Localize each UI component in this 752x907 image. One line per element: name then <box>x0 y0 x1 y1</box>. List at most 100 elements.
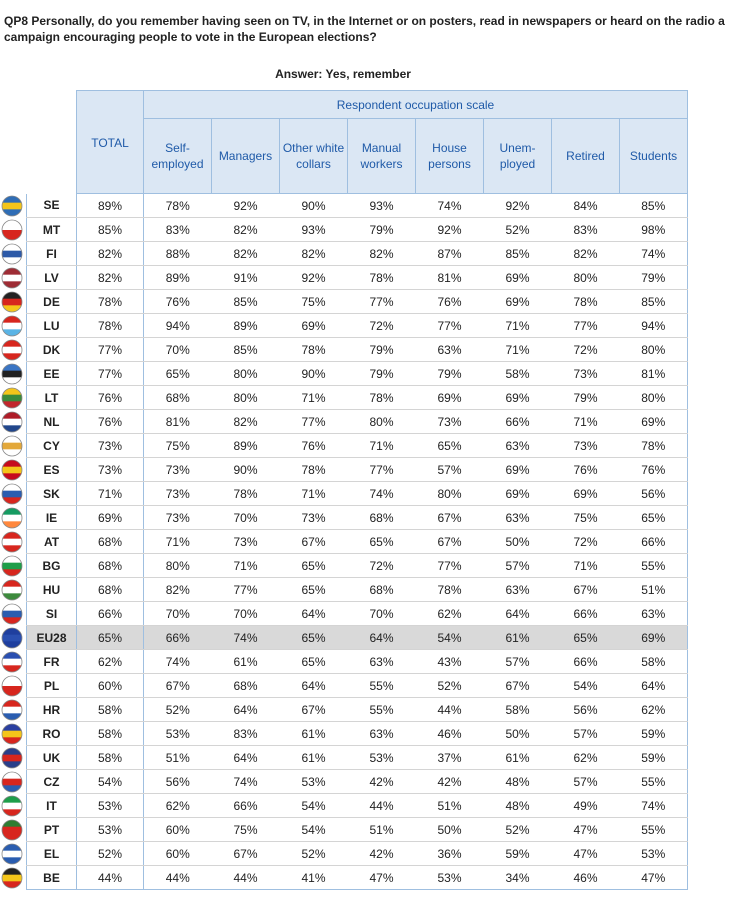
total-cell: 54% <box>76 769 144 794</box>
value-cell: 50% <box>483 529 552 554</box>
value-cell: 75% <box>211 817 280 842</box>
country-code: PL <box>26 673 77 698</box>
value-cell: 60% <box>143 817 212 842</box>
value-cell: 53% <box>143 721 212 746</box>
country-code: PT <box>26 817 77 842</box>
value-cell: 81% <box>415 265 484 290</box>
value-cell: 67% <box>211 841 280 866</box>
value-cell: 63% <box>347 649 416 674</box>
country-code: MT <box>26 217 77 242</box>
value-cell: 56% <box>143 769 212 794</box>
value-cell: 55% <box>347 673 416 698</box>
value-cell: 77% <box>415 313 484 338</box>
value-cell: 73% <box>143 505 212 530</box>
value-cell: 94% <box>619 313 688 338</box>
total-cell: 52% <box>76 841 144 866</box>
value-cell: 73% <box>211 529 280 554</box>
value-cell: 63% <box>483 433 552 458</box>
value-cell: 57% <box>551 769 620 794</box>
value-cell: 64% <box>347 625 416 650</box>
value-cell: 44% <box>347 793 416 818</box>
row: HU 68% 82% 77% 65% 68% 78% 63% 67% 51% <box>26 577 688 602</box>
row: LT 76% 68% 80% 71% 78% 69% 69% 79% 80% <box>26 385 688 410</box>
row: PT 53% 60% 75% 54% 51% 50% 52% 47% 55% <box>26 817 688 842</box>
value-cell: 65% <box>143 361 212 386</box>
value-cell: 44% <box>415 697 484 722</box>
value-cell: 79% <box>551 385 620 410</box>
value-cell: 50% <box>415 817 484 842</box>
total-cell: 53% <box>76 793 144 818</box>
flag <box>1 699 23 721</box>
value-cell: 76% <box>143 289 212 314</box>
value-cell: 68% <box>347 577 416 602</box>
row: SI 66% 70% 70% 64% 70% 62% 64% 66% 63% <box>26 601 688 626</box>
value-cell: 81% <box>143 409 212 434</box>
flag <box>1 771 23 793</box>
row: SE 89% 78% 92% 90% 93% 74% 92% 84% 85% <box>26 193 688 218</box>
country-code: BG <box>26 553 77 578</box>
value-cell: 80% <box>619 385 688 410</box>
value-cell: 65% <box>279 649 348 674</box>
value-cell: 65% <box>619 505 688 530</box>
country-code: AT <box>26 529 77 554</box>
value-cell: 43% <box>415 649 484 674</box>
value-cell: 69% <box>483 457 552 482</box>
value-cell: 79% <box>347 217 416 242</box>
country-code: IT <box>26 793 77 818</box>
value-cell: 36% <box>415 841 484 866</box>
total-cell: 60% <box>76 673 144 698</box>
value-cell: 70% <box>211 505 280 530</box>
total-cell: 76% <box>76 409 144 434</box>
row: DK 77% 70% 85% 78% 79% 63% 71% 72% 80% <box>26 337 688 362</box>
value-cell: 82% <box>347 241 416 266</box>
row: IE 69% 73% 70% 73% 68% 67% 63% 75% 65% <box>26 505 688 530</box>
value-cell: 69% <box>619 409 688 434</box>
value-cell: 63% <box>619 601 688 626</box>
country-code: SE <box>26 193 77 218</box>
total-cell: 71% <box>76 481 144 506</box>
value-cell: 83% <box>143 217 212 242</box>
row: BG 68% 80% 71% 65% 72% 77% 57% 71% 55% <box>26 553 688 578</box>
value-cell: 62% <box>143 793 212 818</box>
value-cell: 67% <box>279 529 348 554</box>
value-cell: 62% <box>415 601 484 626</box>
value-cell: 67% <box>483 673 552 698</box>
value-cell: 80% <box>415 481 484 506</box>
value-cell: 63% <box>483 505 552 530</box>
value-cell: 71% <box>211 553 280 578</box>
row: PL 60% 67% 68% 64% 55% 52% 67% 54% 64% <box>26 673 688 698</box>
value-cell: 85% <box>619 289 688 314</box>
value-cell: 63% <box>347 721 416 746</box>
total-cell: 73% <box>76 433 144 458</box>
value-cell: 69% <box>483 481 552 506</box>
flag <box>1 483 23 505</box>
flag <box>1 315 23 337</box>
total-cell: 44% <box>76 865 144 890</box>
value-cell: 59% <box>619 745 688 770</box>
country-code: DK <box>26 337 77 362</box>
country-code: SK <box>26 481 77 506</box>
row: EE 77% 65% 80% 90% 79% 79% 58% 73% 81% <box>26 361 688 386</box>
flag <box>1 867 23 889</box>
country-code: LV <box>26 265 77 290</box>
row: DE 78% 76% 85% 75% 77% 76% 69% 78% 85% <box>26 289 688 314</box>
flag <box>1 627 23 649</box>
value-cell: 82% <box>143 577 212 602</box>
value-cell: 85% <box>619 193 688 218</box>
value-cell: 71% <box>143 529 212 554</box>
value-cell: 76% <box>619 457 688 482</box>
value-cell: 77% <box>347 457 416 482</box>
value-cell: 78% <box>347 265 416 290</box>
country-code: EU28 <box>26 625 77 650</box>
value-cell: 72% <box>347 553 416 578</box>
value-cell: 66% <box>483 409 552 434</box>
value-cell: 67% <box>143 673 212 698</box>
question: QP8 Personally, do you remember having s… <box>4 14 725 44</box>
total-cell: 78% <box>76 289 144 314</box>
total-cell: 58% <box>76 721 144 746</box>
value-cell: 65% <box>347 529 416 554</box>
value-cell: 73% <box>279 505 348 530</box>
value-cell: 41% <box>279 865 348 890</box>
value-cell: 46% <box>415 721 484 746</box>
value-cell: 44% <box>211 865 280 890</box>
